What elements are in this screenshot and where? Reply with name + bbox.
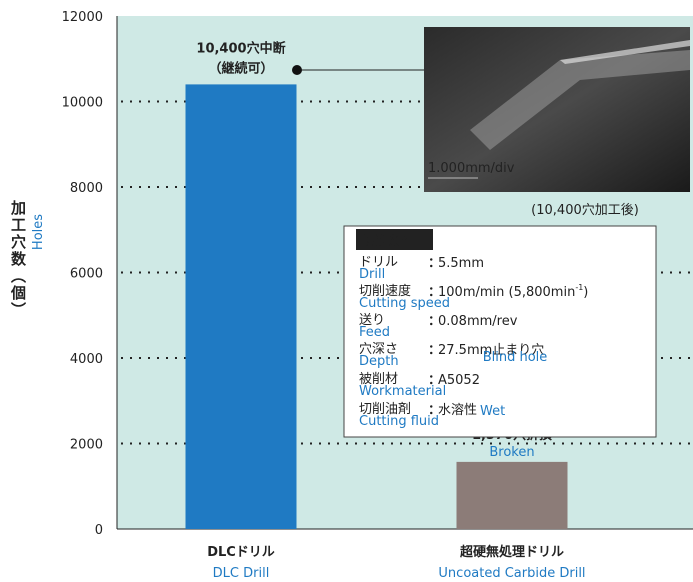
condition-label: 被削材	[359, 372, 398, 387]
condition-value: 100m/min (5,800min-1)	[438, 283, 588, 300]
bar	[185, 84, 297, 530]
overlays: 10,400穴中断（継続可）1,570穴折損Broken1.000mm/div(…	[196, 27, 690, 460]
condition-label-en: Cutting fluid	[359, 414, 439, 429]
condition-label: 穴深さ	[359, 342, 398, 357]
bar	[456, 461, 568, 529]
y-tick-label: 10000	[62, 96, 103, 111]
condition-value-text: 5.5mm	[438, 256, 484, 271]
leader-dot	[292, 65, 302, 75]
y-axis-title-en: Holes	[31, 214, 46, 250]
condition-colon: ：	[428, 314, 441, 329]
condition-colon: ：	[428, 256, 441, 271]
condition-label-en: Drill	[359, 267, 385, 282]
condition-label: 切削油剤	[359, 401, 411, 417]
condition-value: 水溶性	[438, 403, 477, 418]
photo-caption: (10,400穴加工後)	[531, 203, 639, 218]
y-axis-title: 加工穴数（個）	[9, 200, 27, 319]
condition-value-text: 100m/min (5,800min	[438, 285, 575, 300]
y-tick-label: 2000	[70, 438, 103, 453]
x-tick-label: 超硬無処理ドリル	[460, 544, 564, 560]
condition-label-en: Depth	[359, 354, 399, 369]
x-tick-label-en: DLC Drill	[213, 566, 270, 581]
condition-value: 0.08mm/rev	[438, 314, 518, 329]
condition-value-note: Wet	[480, 404, 505, 419]
condition-value-text: 水溶性	[438, 403, 477, 418]
condition-colon: ：	[428, 373, 441, 388]
value-label: 10,400穴中断	[196, 40, 285, 56]
condition-value-note: Blind hole	[483, 350, 548, 365]
condition-value-text: 27.5mm止まり穴	[438, 343, 544, 358]
y-tick-label: 4000	[70, 352, 103, 367]
photo-highlight	[560, 40, 690, 64]
y-tick-label: 0	[95, 523, 103, 538]
condition-label: 切削速度	[359, 283, 411, 299]
x-tick-label-en: Uncoated Carbide Drill	[438, 566, 585, 581]
condition-colon: ：	[428, 285, 441, 300]
conditions-title-bg	[356, 229, 433, 250]
photo-scale: 1.000mm/div	[428, 161, 515, 176]
y-tick-label: 12000	[62, 10, 103, 25]
x-tick-label: DLCドリル	[207, 545, 275, 560]
value-note: Broken	[489, 445, 534, 460]
condition-value: 27.5mm止まり穴	[438, 343, 544, 358]
conditions-box	[343, 225, 657, 438]
condition-label: 送り	[359, 313, 385, 328]
condition-colon: ：	[428, 343, 441, 358]
condition-label-en: Workmaterial	[359, 384, 446, 399]
condition-label-en: Feed	[359, 325, 390, 340]
y-tick-label: 6000	[70, 267, 103, 282]
condition-label: ドリル	[359, 255, 398, 270]
condition-value-tail: )	[583, 285, 588, 300]
condition-value-sup: -1	[575, 283, 583, 292]
conditions-title: 切削条件	[362, 233, 414, 249]
value-note: （継続可）	[208, 60, 273, 76]
condition-label-en: Cutting speed	[359, 296, 450, 311]
condition-value-text: 0.08mm/rev	[438, 314, 518, 329]
photo-highlight	[470, 50, 690, 150]
y-tick-label: 8000	[70, 181, 103, 196]
condition-value-text: A5052	[438, 373, 480, 388]
condition-value: A5052	[438, 373, 480, 388]
condition-value: 5.5mm	[438, 256, 484, 271]
condition-colon: ：	[428, 403, 441, 418]
